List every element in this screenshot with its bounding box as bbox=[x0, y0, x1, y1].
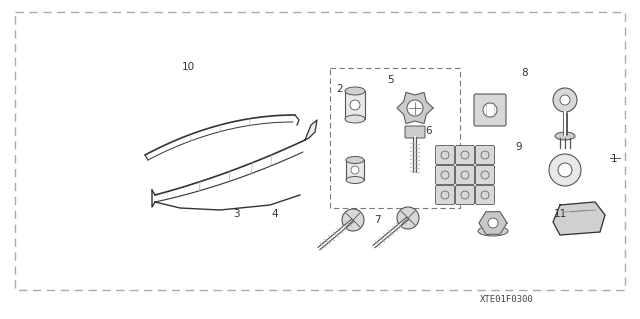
FancyBboxPatch shape bbox=[435, 186, 454, 204]
Circle shape bbox=[558, 163, 572, 177]
FancyBboxPatch shape bbox=[476, 186, 495, 204]
FancyBboxPatch shape bbox=[456, 166, 474, 184]
FancyBboxPatch shape bbox=[456, 145, 474, 165]
Text: 3: 3 bbox=[234, 209, 240, 219]
Ellipse shape bbox=[478, 226, 508, 236]
FancyBboxPatch shape bbox=[456, 186, 474, 204]
Text: 8: 8 bbox=[522, 68, 528, 78]
Circle shape bbox=[407, 100, 423, 116]
FancyBboxPatch shape bbox=[435, 145, 454, 165]
FancyBboxPatch shape bbox=[346, 160, 364, 180]
Ellipse shape bbox=[555, 132, 575, 140]
Circle shape bbox=[397, 207, 419, 229]
Ellipse shape bbox=[346, 157, 364, 164]
Text: 5: 5 bbox=[387, 75, 394, 85]
Text: 2: 2 bbox=[336, 84, 342, 94]
Text: 11: 11 bbox=[554, 209, 566, 219]
Circle shape bbox=[560, 95, 570, 105]
Circle shape bbox=[351, 166, 359, 174]
FancyBboxPatch shape bbox=[435, 166, 454, 184]
Polygon shape bbox=[553, 202, 605, 235]
Circle shape bbox=[342, 209, 364, 231]
Polygon shape bbox=[479, 212, 507, 234]
Circle shape bbox=[488, 218, 498, 228]
Text: 4: 4 bbox=[272, 209, 278, 219]
Text: 10: 10 bbox=[182, 62, 195, 72]
Text: 1: 1 bbox=[611, 154, 618, 165]
FancyBboxPatch shape bbox=[474, 94, 506, 126]
Text: XTE01F0300: XTE01F0300 bbox=[480, 295, 534, 305]
Circle shape bbox=[553, 88, 577, 112]
Polygon shape bbox=[305, 120, 317, 140]
FancyBboxPatch shape bbox=[345, 91, 365, 119]
Text: 7: 7 bbox=[374, 215, 381, 225]
Ellipse shape bbox=[346, 176, 364, 183]
Polygon shape bbox=[397, 93, 433, 123]
Circle shape bbox=[483, 103, 497, 117]
FancyBboxPatch shape bbox=[405, 126, 425, 138]
Circle shape bbox=[350, 100, 360, 110]
Text: 6: 6 bbox=[426, 126, 432, 136]
FancyBboxPatch shape bbox=[476, 145, 495, 165]
FancyBboxPatch shape bbox=[476, 166, 495, 184]
Text: 9: 9 bbox=[515, 142, 522, 152]
Ellipse shape bbox=[345, 115, 365, 123]
Circle shape bbox=[549, 154, 581, 186]
Ellipse shape bbox=[345, 87, 365, 95]
